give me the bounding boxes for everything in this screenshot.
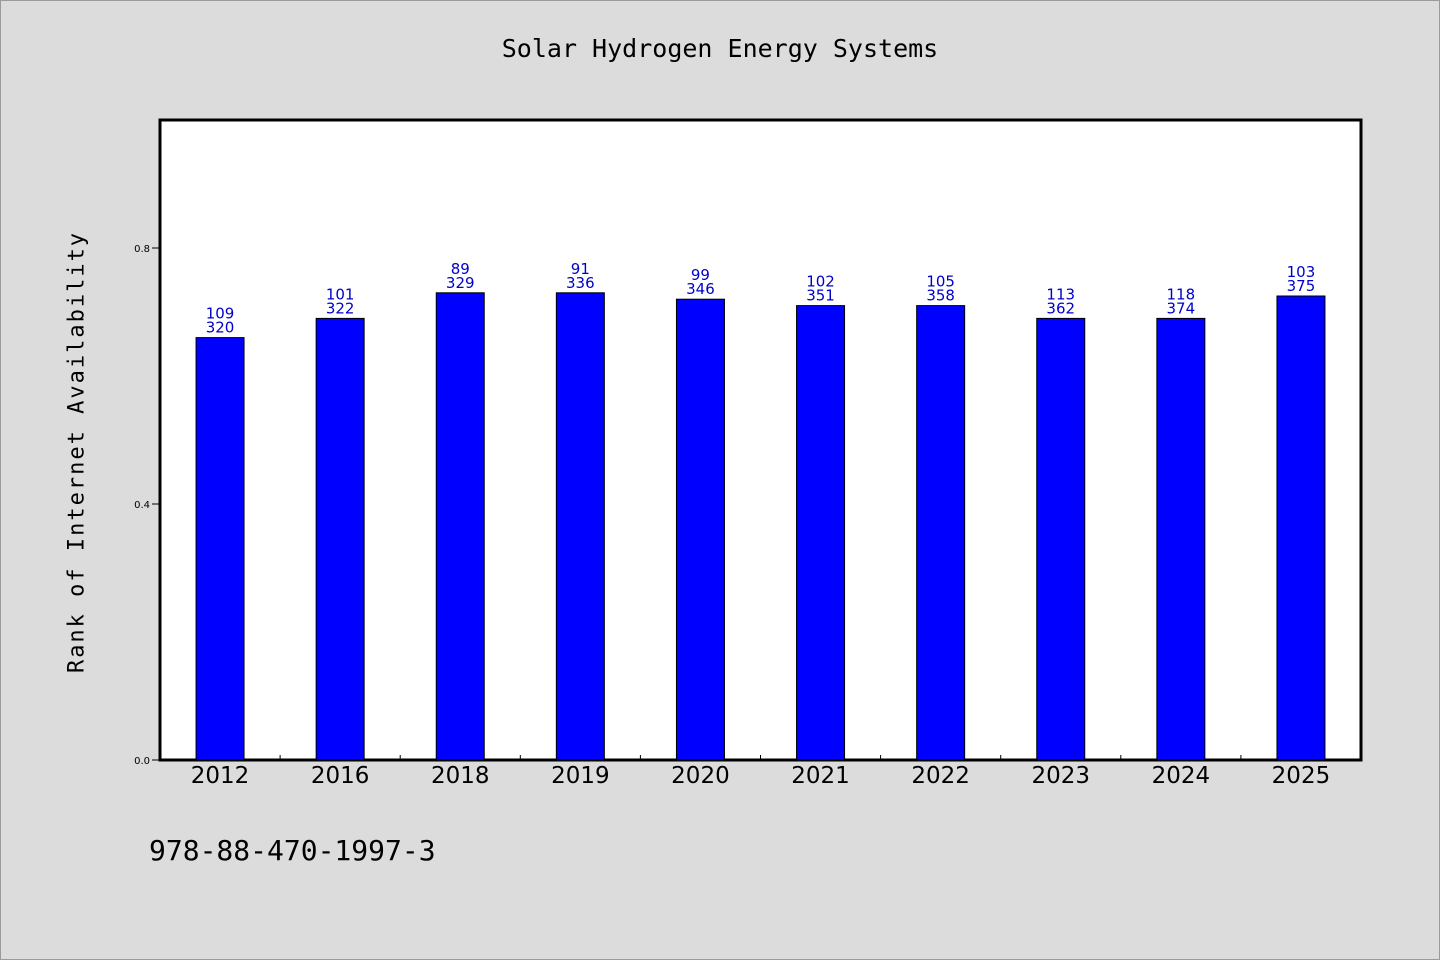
bar-2020: [675, 298, 725, 761]
data-label-top-2024: 118: [1167, 285, 1196, 303]
x-tick-label-2018: 2018: [431, 763, 490, 789]
data-label-bottom-2019: 336: [566, 274, 595, 292]
bar-2024: [1156, 317, 1206, 761]
x-tick-label-2012: 2012: [191, 763, 250, 789]
y-tick-label-0.0: 0.0: [134, 756, 150, 767]
bar-2019: [555, 292, 605, 761]
x-tick-label-2023: 2023: [1031, 763, 1090, 789]
data-label-bottom-2016: 322: [326, 299, 355, 317]
data-label-top-2019: 91: [571, 260, 590, 278]
x-tick-label-2016: 2016: [311, 763, 370, 789]
bar-2012: [195, 337, 245, 761]
x-tick-label-2024: 2024: [1152, 763, 1211, 789]
bar-2023: [1036, 317, 1086, 761]
x-tick-label-2020: 2020: [671, 763, 730, 789]
x-tick-label-2019: 2019: [551, 763, 610, 789]
x-tick-label-2025: 2025: [1272, 763, 1331, 789]
data-label-top-2012: 109: [206, 305, 235, 323]
isbn-text: 978-88-470-1997-3: [149, 834, 436, 867]
data-label-bottom-2025: 375: [1287, 277, 1316, 295]
bar-2018: [435, 292, 485, 761]
data-label-bottom-2012: 320: [206, 319, 235, 337]
data-label-bottom-2024: 374: [1167, 299, 1196, 317]
bar-2016: [315, 317, 365, 761]
data-label-top-2023: 113: [1046, 285, 1075, 303]
data-label-bottom-2021: 351: [806, 287, 835, 305]
data-label-top-2016: 101: [326, 285, 355, 303]
data-label-top-2021: 102: [806, 273, 835, 291]
data-label-top-2025: 103: [1287, 263, 1316, 281]
bar-2025: [1276, 295, 1326, 761]
x-tick-label-2021: 2021: [791, 763, 850, 789]
bars-layer: [195, 292, 1326, 761]
data-label-bottom-2023: 362: [1046, 299, 1075, 317]
data-label-top-2020: 99: [691, 266, 710, 284]
data-label-top-2022: 105: [926, 273, 955, 291]
chart-title: Solar Hydrogen Energy Systems: [501, 34, 939, 63]
data-label-bottom-2018: 329: [446, 274, 475, 292]
x-tick-label-2022: 2022: [911, 763, 970, 789]
data-label-top-2018: 89: [451, 260, 470, 278]
bar-2021: [796, 305, 846, 761]
data-label-bottom-2020: 346: [686, 280, 715, 298]
bar-2022: [916, 305, 966, 761]
y-tick-label-0.4: 0.4: [134, 500, 150, 511]
data-label-bottom-2022: 358: [926, 287, 955, 305]
y-tick-label-0.8: 0.8: [134, 244, 150, 255]
axis-layer: 2012 2016 2018 2019 2020 2021 2022 2023 2024 2025…: [134, 244, 1330, 789]
